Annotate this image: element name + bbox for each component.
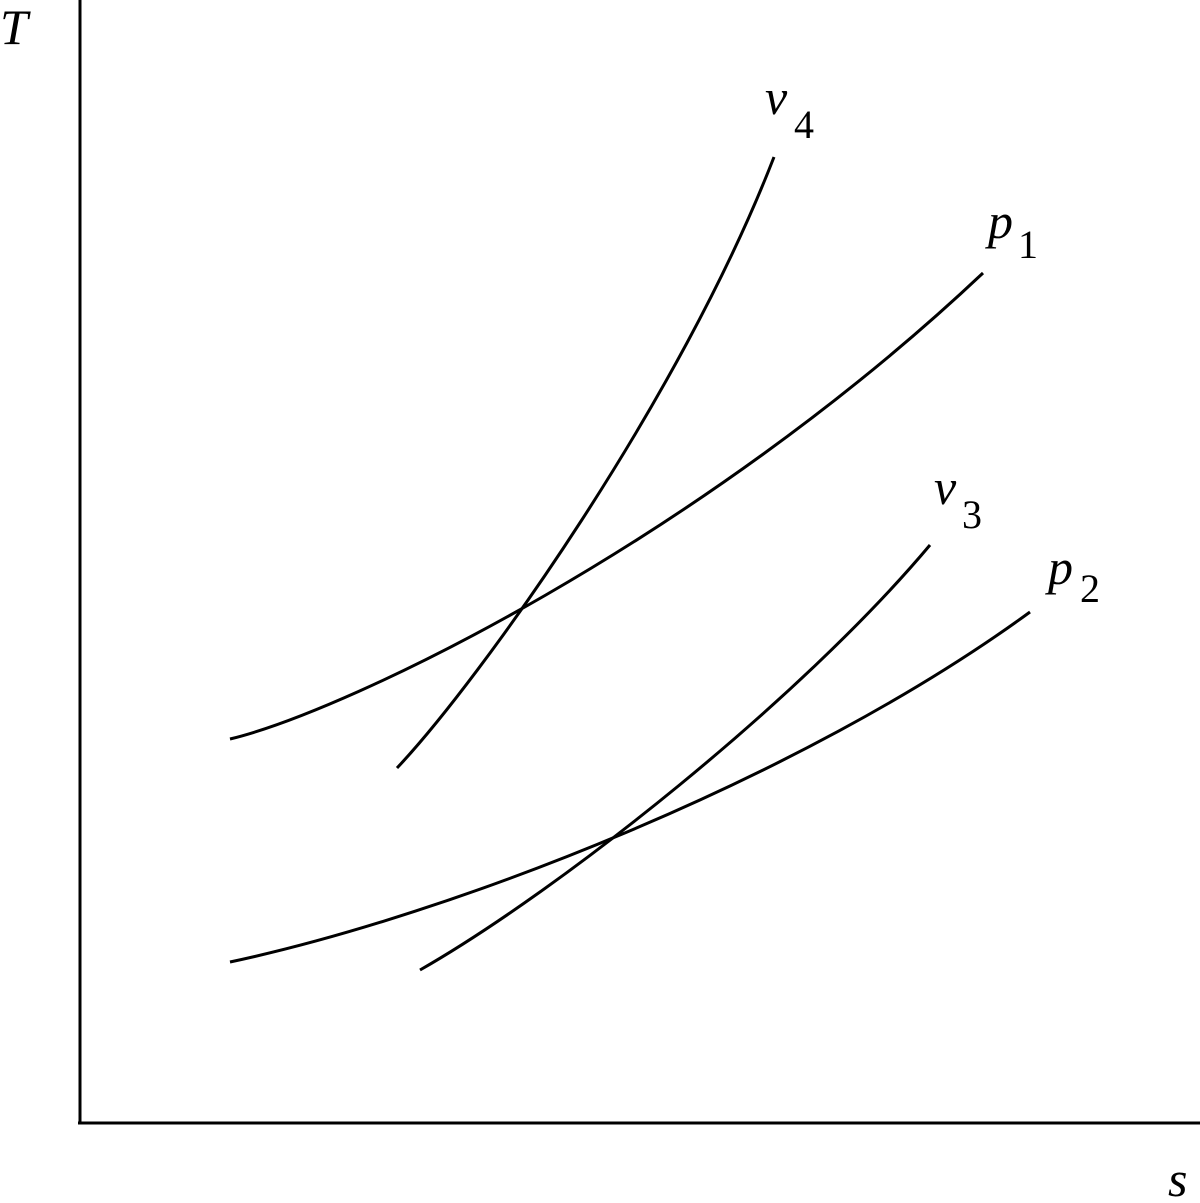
curve-v4 <box>395 156 776 770</box>
curve-symbol: p <box>985 193 1013 249</box>
curve-v3 <box>419 544 932 972</box>
curve-subscript: 2 <box>1080 566 1100 611</box>
curve-subscript: 1 <box>1018 222 1038 267</box>
x-axis-label: s <box>1168 1151 1187 1203</box>
y-axis-label: T <box>0 0 31 55</box>
curve-symbol: v <box>765 69 788 125</box>
curve-p2 <box>229 610 1031 964</box>
curve-subscript: 4 <box>794 102 814 147</box>
curve-subscript: 3 <box>962 492 982 537</box>
curve-symbol: v <box>934 459 957 515</box>
curve-p1 <box>229 271 985 741</box>
curve-symbol: p <box>1045 539 1073 595</box>
